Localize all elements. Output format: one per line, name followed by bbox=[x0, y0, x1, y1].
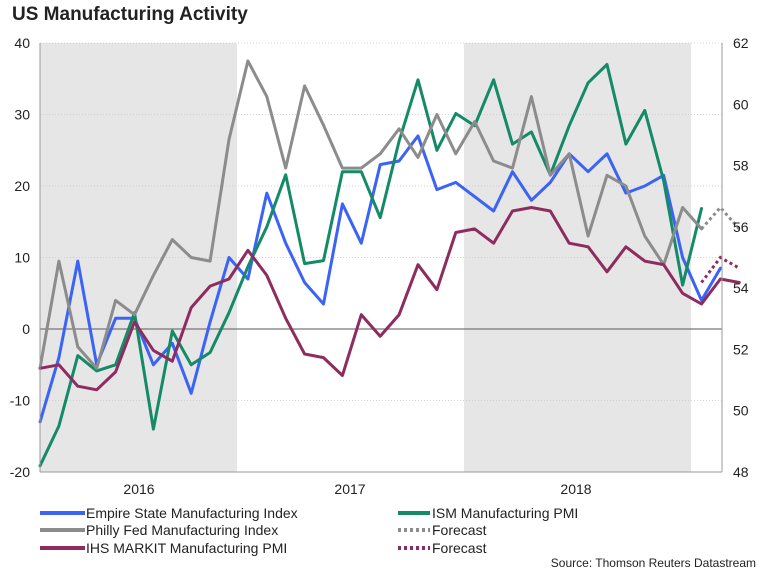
right-tick-label: 58 bbox=[733, 158, 749, 174]
series-line bbox=[38, 206, 741, 392]
legend: Empire State Manufacturing Index Philly … bbox=[40, 505, 578, 556]
shade-2016 bbox=[40, 43, 237, 472]
series-line bbox=[38, 59, 703, 370]
legend-label-ism: ISM Manufacturing PMI bbox=[432, 505, 578, 521]
chart-title: US Manufacturing Activity bbox=[12, 4, 248, 25]
legend-label-empire: Empire State Manufacturing Index bbox=[86, 505, 298, 521]
right-tick-label: 52 bbox=[733, 341, 749, 357]
left-tick-label: 0 bbox=[22, 321, 30, 337]
series-layer bbox=[38, 59, 741, 468]
left-tick-label: 10 bbox=[14, 250, 30, 266]
left-tick-label: 40 bbox=[14, 35, 30, 51]
grid-lines bbox=[40, 42, 722, 473]
legend-label-forecast-maroon: Forecast bbox=[432, 540, 487, 556]
x-tick-label: 2017 bbox=[334, 481, 365, 497]
left-tick-label: 30 bbox=[14, 107, 30, 123]
series-line bbox=[38, 63, 703, 468]
right-tick-label: 50 bbox=[733, 403, 749, 419]
left-tick-label: -10 bbox=[10, 393, 30, 409]
axes: 40 30 20 10 0 -10 -20 62 60 58 56 54 52 50 48 2016 2017 2… bbox=[10, 35, 749, 497]
right-tick-label: 56 bbox=[733, 219, 749, 235]
left-tick-label: -20 bbox=[10, 464, 30, 480]
forecast-line bbox=[700, 255, 741, 284]
x-tick-label: 2016 bbox=[123, 481, 154, 497]
right-tick-label: 54 bbox=[733, 280, 749, 296]
source-note: Source: Thomson Reuters Datastream bbox=[550, 556, 756, 570]
right-tick-label: 60 bbox=[733, 96, 749, 112]
legend-label-ihs: IHS MARKIT Manufacturing PMI bbox=[86, 540, 287, 556]
year-shading bbox=[40, 43, 691, 472]
right-tick-label: 48 bbox=[733, 464, 749, 480]
legend-label-philly: Philly Fed Manufacturing Index bbox=[86, 522, 278, 538]
legend-label-forecast-grey: Forecast bbox=[432, 522, 487, 538]
left-tick-label: 20 bbox=[14, 178, 30, 194]
right-tick-label: 62 bbox=[733, 35, 749, 51]
series-line bbox=[38, 134, 722, 424]
x-tick-label: 2018 bbox=[560, 481, 591, 497]
